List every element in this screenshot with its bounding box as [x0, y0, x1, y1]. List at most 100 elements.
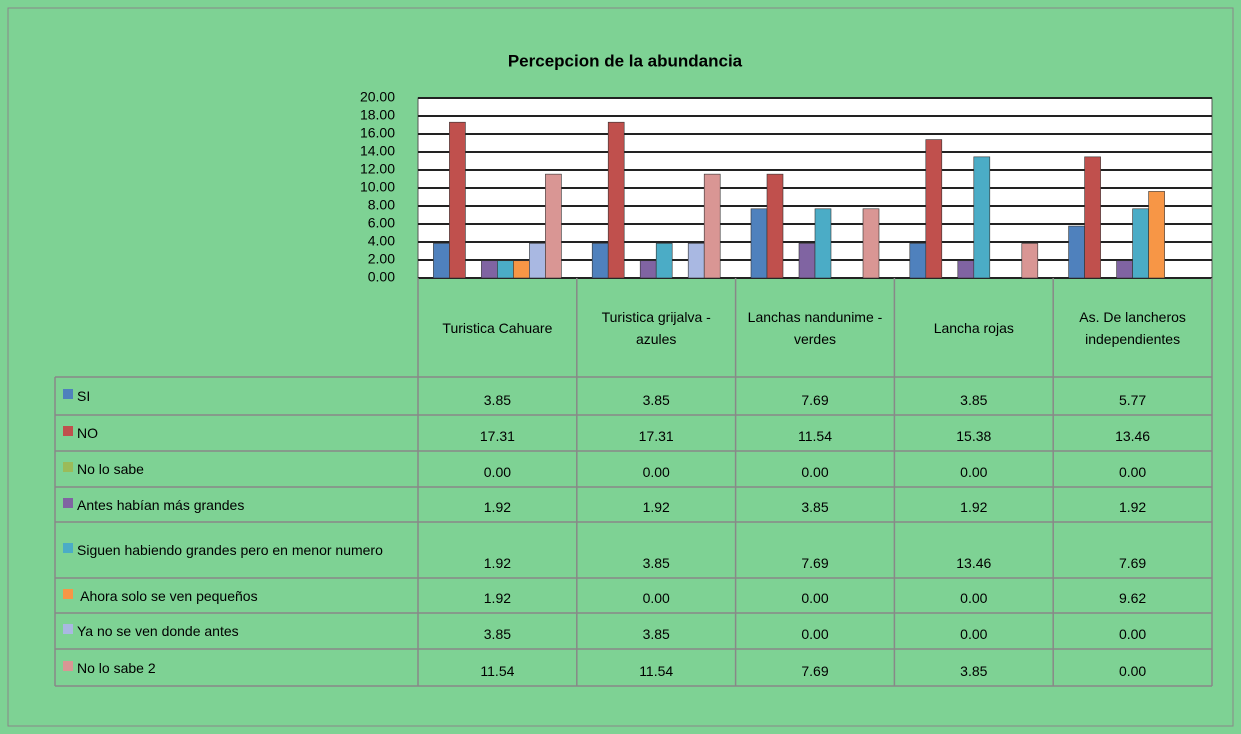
legend-content: NO	[63, 422, 98, 444]
bar	[655, 243, 673, 279]
cell-text: 0.00	[960, 626, 988, 642]
value-label: 1.92	[418, 522, 577, 578]
legend-content: No lo sabe	[63, 458, 144, 480]
legend-text: Antes habían más grandes	[77, 496, 245, 513]
cell-text: 1.92	[960, 499, 988, 515]
legend-text: Ya no se ven donde antes	[77, 623, 239, 639]
cell-text: 0.00	[1118, 464, 1147, 480]
bar	[1021, 243, 1039, 279]
y-tick-label: 4.00	[368, 233, 395, 249]
bar	[766, 173, 784, 279]
cell-text: As. De lancheros independientes	[1079, 308, 1186, 347]
cell-text: 1.92	[1118, 499, 1147, 515]
cell-text: 0.00	[1118, 663, 1147, 679]
category-header: As. De lancheros independientes	[1053, 278, 1212, 377]
value-label: 1.92	[418, 487, 577, 522]
cell-text: 3.85	[483, 626, 512, 642]
value-label: 3.85	[577, 377, 736, 415]
cell-text: 1.92	[483, 555, 512, 571]
value-label: 3.85	[894, 649, 1053, 686]
legend-entry: No lo sabe	[55, 451, 418, 487]
value-label: 13.46	[894, 522, 1053, 578]
y-tick-label: 16.00	[360, 125, 395, 141]
value-label: 9.62	[1053, 578, 1212, 613]
cell-text: Lancha rojas	[933, 319, 1014, 336]
value-label: 17.31	[418, 415, 577, 451]
value-label: 0.00	[736, 578, 895, 613]
cell-text: 3.85	[960, 663, 988, 679]
cell-text: 1.92	[483, 499, 512, 515]
bar	[433, 243, 450, 279]
value-label: 0.00	[1053, 649, 1212, 686]
bar	[687, 243, 705, 279]
y-tick-label: 12.00	[360, 161, 395, 177]
bar	[798, 243, 816, 279]
y-tick-label: 0.00	[368, 269, 395, 285]
legend-key	[63, 497, 73, 508]
value-label: 3.85	[418, 377, 577, 415]
value-label: 1.92	[418, 578, 577, 613]
value-label: 7.69	[1053, 522, 1212, 578]
y-tick-label: 18.00	[360, 107, 395, 123]
cell-text: Lanchas nandunime - verdes	[747, 308, 883, 347]
legend-entry: Ahora solo se ven pequeños	[55, 578, 418, 613]
value-label: 0.00	[577, 451, 736, 487]
value-label: 11.54	[577, 649, 736, 686]
legend-content: Antes habían más grandes	[63, 494, 244, 516]
value-label: 13.46	[1053, 415, 1212, 451]
bar	[639, 260, 657, 279]
cell-text: Turistica grijalva - azules	[601, 308, 711, 347]
value-label: 11.54	[736, 415, 895, 451]
value-label: 0.00	[894, 578, 1053, 613]
cell-text: 7.69	[801, 555, 829, 571]
bar	[545, 173, 562, 279]
legend-content: No lo sabe 2	[63, 657, 156, 679]
bar	[703, 173, 721, 279]
cell-text: 0.00	[1118, 626, 1147, 642]
legend-entry: No lo sabe 2	[55, 649, 418, 686]
category-header: Turistica grijalva - azules	[577, 278, 736, 377]
legend-text: NO	[77, 425, 98, 441]
cell-text: 3.85	[801, 499, 829, 515]
cell-text: 0.00	[960, 464, 988, 480]
value-label: 0.00	[736, 451, 895, 487]
cell-text: 9.62	[1118, 590, 1147, 606]
legend-key	[63, 588, 73, 599]
legend-entry: SI	[55, 377, 418, 415]
cell-text: 13.46	[956, 555, 992, 571]
value-label: 3.85	[577, 613, 736, 649]
legend-key	[63, 624, 73, 634]
y-tick-label: 2.00	[368, 251, 395, 267]
legend-content: Ya no se ven donde antes	[63, 620, 239, 642]
legend-text: No lo sabe	[77, 461, 144, 477]
bar	[529, 243, 546, 279]
value-label: 17.31	[577, 415, 736, 451]
category-header: Lancha rojas	[894, 278, 1053, 377]
cell-text: 15.38	[956, 428, 992, 444]
y-tick-label: 20.00	[360, 89, 395, 105]
y-tick-label: 10.00	[360, 179, 395, 195]
legend-entry: Ya no se ven donde antes	[55, 613, 418, 649]
cell-text: 0.00	[801, 464, 829, 480]
bar	[973, 156, 991, 279]
value-label: 3.85	[418, 613, 577, 649]
value-label: 0.00	[418, 451, 577, 487]
legend-content: Ahora solo se ven pequeños	[63, 585, 258, 607]
cell-text: 0.00	[801, 590, 829, 606]
chart-border	[7, 7, 1234, 727]
bar	[481, 260, 498, 279]
bar	[1116, 260, 1133, 279]
value-label: 15.38	[894, 415, 1053, 451]
value-label: 0.00	[1053, 613, 1212, 649]
y-tick-label: 8.00	[368, 197, 395, 213]
legend-entry: Siguen habiendo grandes pero en menor nu…	[55, 522, 418, 578]
bar	[925, 139, 943, 279]
cell-text: 0.00	[483, 464, 512, 480]
bar	[591, 243, 609, 279]
value-label: 7.69	[736, 649, 895, 686]
value-label: 0.00	[894, 613, 1053, 649]
cell-text: Turistica Cahuare	[442, 319, 553, 336]
value-label: 0.00	[577, 578, 736, 613]
bar	[1148, 191, 1165, 279]
